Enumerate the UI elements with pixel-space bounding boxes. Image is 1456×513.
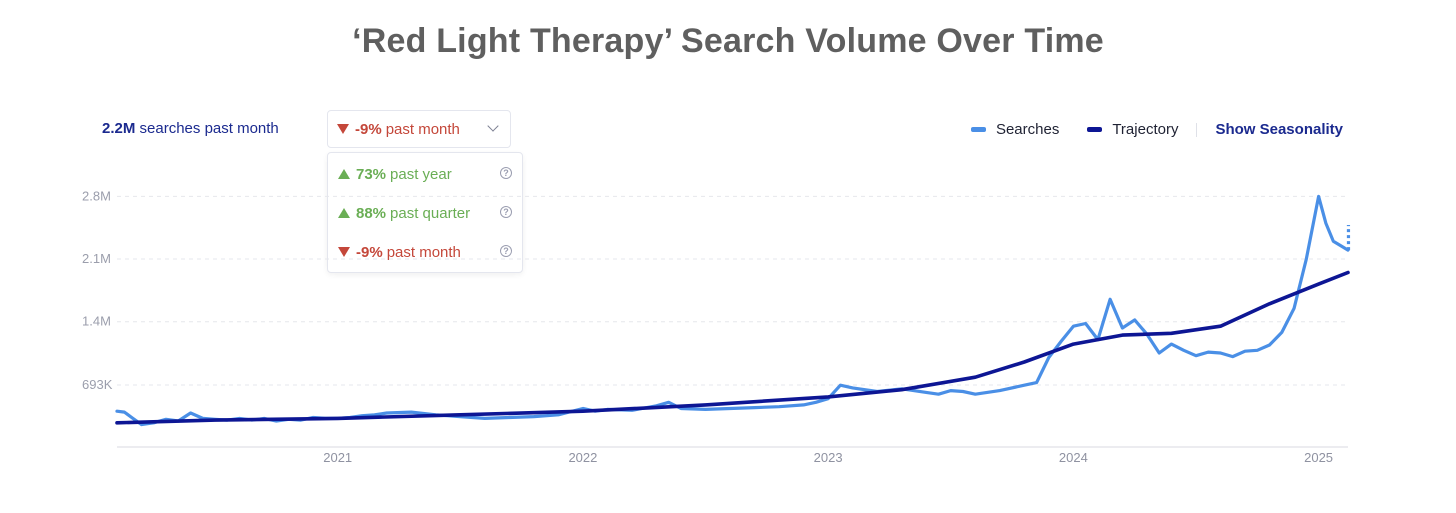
period-option-month[interactable]: -9% past month ? — [338, 241, 512, 263]
help-icon[interactable]: ? — [500, 206, 512, 218]
option-pct: -9% — [356, 243, 383, 261]
selected-period-pct: -9% — [355, 120, 382, 138]
legend-divider — [1196, 122, 1198, 137]
up-arrow-icon — [338, 208, 350, 218]
down-arrow-icon — [337, 124, 349, 134]
option-label: past month — [386, 243, 461, 261]
x-tick-label: 2021 — [323, 450, 352, 465]
up-arrow-icon — [338, 169, 350, 179]
x-tick-label: 2023 — [814, 450, 843, 465]
series-line-searches — [115, 194, 1350, 427]
selected-period-label: past month — [385, 120, 460, 138]
chart-legend: Searches Trajectory Show Seasonality — [970, 121, 1343, 138]
page-title: ‘Red Light Therapy’ Search Volume Over T… — [352, 22, 1104, 60]
show-seasonality-link[interactable]: Show Seasonality — [1215, 121, 1343, 138]
option-pct: 73% — [356, 165, 387, 183]
series-line-trajectory — [115, 270, 1350, 425]
y-tick-label: 1.4M — [82, 314, 111, 329]
option-label: past year — [390, 165, 452, 183]
trajectory-swatch — [1087, 127, 1103, 132]
option-pct: 88% — [356, 204, 387, 222]
option-label: past quarter — [390, 204, 471, 222]
x-tick-label: 2022 — [568, 450, 597, 465]
y-tick-label: 2.8M — [82, 188, 111, 203]
legend-item-trajectory[interactable]: Trajectory — [1087, 121, 1178, 138]
down-arrow-icon — [338, 247, 350, 257]
searches-value: 2.2M — [102, 120, 136, 137]
period-option-quarter[interactable]: 88% past quarter ? — [338, 202, 512, 224]
help-icon[interactable]: ? — [500, 245, 512, 257]
x-tick-label: 2025 — [1304, 450, 1333, 465]
period-select[interactable]: -9% past month — [327, 110, 511, 148]
legend-item-searches[interactable]: Searches — [970, 121, 1060, 138]
period-dropdown: 73% past year ? 88% past quarter ? -9% p… — [327, 152, 523, 273]
searches-swatch — [970, 127, 986, 132]
help-icon[interactable]: ? — [500, 167, 512, 179]
y-tick-label: 693K — [82, 377, 113, 392]
period-option-year[interactable]: 73% past year ? — [338, 163, 512, 185]
searches-label: searches past month — [139, 120, 279, 137]
y-tick-label: 2.1M — [82, 251, 111, 266]
legend-label-searches: Searches — [995, 121, 1060, 138]
legend-label-trajectory: Trajectory — [1112, 121, 1179, 138]
x-tick-label: 2024 — [1059, 450, 1088, 465]
searches-summary: 2.2M searches past month — [102, 120, 279, 137]
